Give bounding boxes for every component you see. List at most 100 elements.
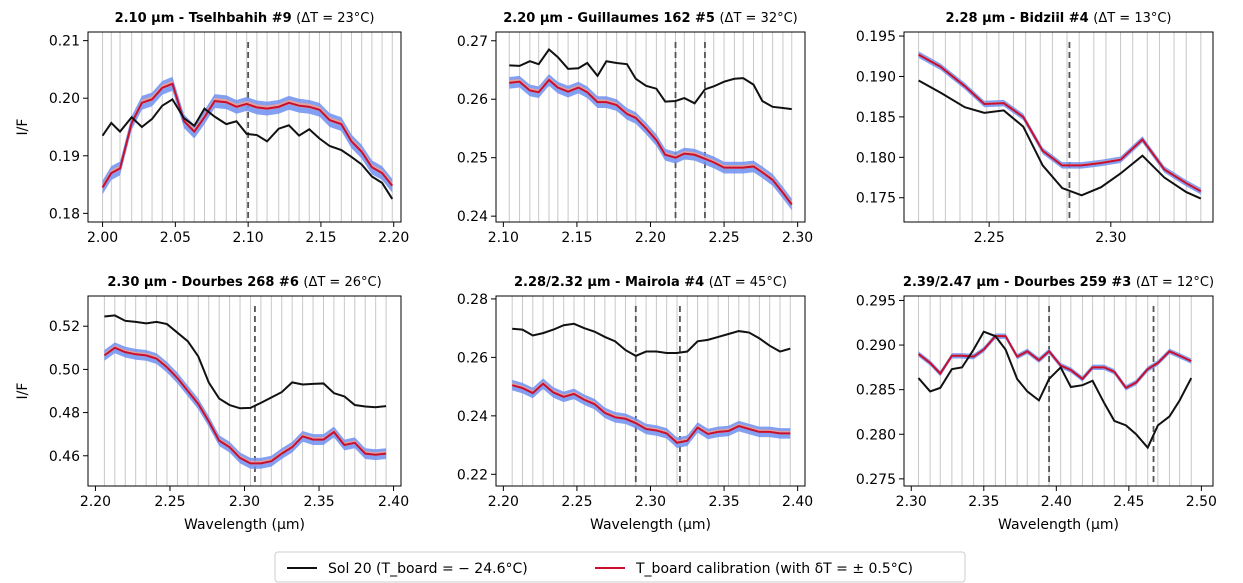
panel-title-delta: (ΔT = 12°C) [1136, 275, 1214, 290]
y-tick-label: 0.21 [49, 34, 80, 50]
calibration-line [101, 82, 394, 188]
axes-frame [87, 31, 402, 223]
y-tick-label: 0.26 [457, 350, 488, 366]
y-axis-label: I/F [15, 119, 31, 136]
sol20-line [104, 314, 387, 410]
panel-title: 2.10 µm - Tselhbahih #9 (ΔT = 23°C) [115, 11, 375, 26]
calibration-line [509, 78, 793, 206]
x-tick-label: 2.05 [160, 230, 191, 246]
plot-area [101, 32, 394, 222]
x-tick-label: 2.30 [896, 494, 927, 510]
y-tick-label: 0.290 [856, 338, 896, 354]
x-tick-label: 2.30 [229, 494, 260, 510]
panel-title-delta: (ΔT = 32°C) [719, 11, 797, 26]
x-tick-label: 2.40 [782, 494, 813, 510]
panel-4: 2.20 2.25 2.30 2.35 2.40 0.46 0.48 0.50 0.52 2.30… [15, 275, 409, 533]
y-tick-label: 0.20 [49, 91, 80, 107]
x-tick-label: 2.30 [1095, 230, 1126, 246]
x-tick-label: 2.40 [1041, 494, 1072, 510]
x-tick-label: 2.30 [782, 230, 813, 246]
axes-frame [903, 295, 1214, 487]
x-tick-label: 2.10 [488, 230, 519, 246]
calibration-band-warm [509, 77, 792, 206]
y-tick-label: 0.24 [457, 209, 488, 225]
calibration-line [918, 53, 1202, 193]
panel-2: 2.10 2.15 2.20 2.25 2.30 0.24 0.25 0.26 0.27 2.20… [457, 11, 813, 246]
y-tick-label: 0.195 [856, 29, 896, 45]
sol20-line [509, 48, 792, 111]
y-tick-label: 0.190 [856, 69, 896, 85]
calibration-band [512, 378, 791, 448]
x-tick-label: 2.45 [1113, 494, 1144, 510]
x-tick-label: 2.25 [154, 494, 185, 510]
x-tick-label: 2.20 [378, 230, 409, 246]
x-tick-label: 2.20 [635, 230, 666, 246]
calibration-band [509, 74, 792, 211]
panel-title-delta: (ΔT = 26°C) [303, 275, 381, 290]
sol20-line [512, 322, 791, 358]
y-tick-label: 0.46 [49, 449, 80, 465]
y-tick-label: 0.52 [49, 319, 80, 335]
legend-calibration-label: T_board calibration (with δT = ± 0.5°C) [635, 561, 913, 577]
axes-frame [495, 295, 806, 487]
x-tick-label: 2.20 [80, 494, 111, 510]
y-tick-label: 0.27 [457, 34, 488, 50]
calibration-line [917, 335, 1192, 390]
panel-title-delta: (ΔT = 23°C) [296, 11, 374, 26]
legend-sol20-label: Sol 20 (T_board = − 24.6°C) [328, 561, 528, 577]
x-tick-label: 2.25 [561, 494, 592, 510]
panel-1: 2.00 2.05 2.10 2.15 2.20 0.18 0.19 0.20 0.21 2.10… [15, 11, 409, 246]
calibration-line [103, 346, 387, 465]
x-axis-label: Wavelength (µm) [998, 517, 1119, 533]
calibration-band-warm [918, 334, 1192, 389]
calibration-line [511, 382, 791, 444]
plot-area [917, 296, 1193, 486]
panel-title: 2.28 µm - Bidziil #4 (ΔT = 13°C) [945, 11, 1171, 26]
plot-area [508, 32, 793, 222]
x-tick-label: 2.40 [378, 494, 409, 510]
x-tick-label: 2.35 [968, 494, 999, 510]
y-tick-label: 0.48 [49, 406, 80, 422]
x-tick-label: 2.00 [87, 230, 118, 246]
calibration-band [918, 333, 1192, 391]
panel-title: 2.20 µm - Guillaumes 162 #5 (ΔT = 32°C) [503, 11, 798, 26]
legend: Sol 20 (T_board = − 24.6°C) T_board calib… [274, 551, 966, 583]
panel-title-main: 2.39/2.47 µm - Dourbes 259 #3 [903, 275, 1136, 290]
y-axis-label: I/F [15, 383, 31, 400]
axes-frame [903, 31, 1214, 223]
y-tick-label: 0.19 [49, 149, 80, 165]
y-tick-label: 0.24 [457, 409, 488, 425]
panel-title-delta: (ΔT = 13°C) [1093, 11, 1171, 26]
x-tick-label: 2.25 [974, 230, 1005, 246]
y-tick-label: 0.180 [856, 150, 896, 166]
panel-6: 2.30 2.35 2.40 2.45 2.50 0.275 0.280 0.285 0.290… [856, 275, 1217, 533]
panel-title-main: 2.10 µm - Tselhbahih #9 [115, 11, 297, 26]
x-tick-label: 2.30 [635, 494, 666, 510]
y-tick-label: 0.185 [856, 110, 896, 126]
calibration-band [104, 342, 387, 469]
y-tick-label: 0.18 [49, 206, 80, 222]
y-tick-label: 0.295 [856, 293, 896, 309]
y-tick-label: 0.25 [457, 151, 488, 167]
panel-title-main: 2.28/2.32 µm - Mairola #4 [514, 275, 709, 290]
panel-title-delta: (ΔT = 45°C) [709, 275, 787, 290]
y-tick-label: 0.26 [457, 92, 488, 108]
calibration-band [102, 76, 393, 195]
panel-5: 2.20 2.25 2.30 2.35 2.40 0.22 0.24 0.26 0.28 2.28… [457, 275, 813, 533]
plot-area [103, 296, 387, 486]
plot-area [511, 296, 791, 486]
calibration-band-warm [512, 381, 791, 444]
y-tick-label: 0.22 [457, 467, 488, 483]
y-tick-label: 0.280 [856, 427, 896, 443]
x-tick-label: 2.25 [708, 230, 739, 246]
panel-title-main: 2.20 µm - Guillaumes 162 #5 [503, 11, 719, 26]
x-axis-label: Wavelength (µm) [184, 517, 305, 533]
panel-title-main: 2.28 µm - Bidziil #4 [945, 11, 1093, 26]
x-tick-label: 2.35 [708, 494, 739, 510]
plot-area [918, 32, 1202, 222]
panel-title: 2.30 µm - Dourbes 268 #6 (ΔT = 26°C) [107, 275, 381, 290]
y-tick-label: 0.275 [856, 472, 896, 488]
calibration-band-warm [102, 80, 393, 189]
x-axis-label: Wavelength (µm) [590, 517, 711, 533]
